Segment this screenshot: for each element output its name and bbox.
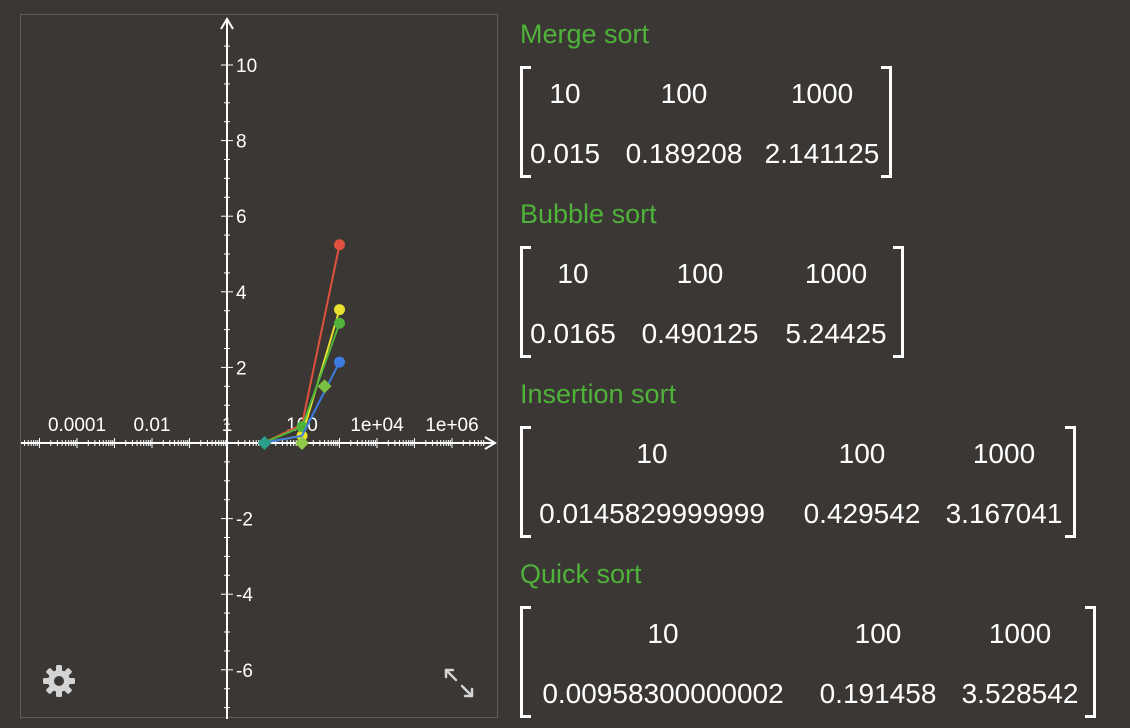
matrix-right-bracket bbox=[1065, 426, 1076, 538]
matrix-value-cell: 0.490125 bbox=[641, 318, 759, 349]
matrix-header-cell: 1000 bbox=[972, 438, 1036, 469]
y-tick-label: -4 bbox=[236, 585, 253, 606]
data-point[interactable] bbox=[334, 304, 345, 316]
y-tick-label: 8 bbox=[236, 132, 247, 153]
data-point[interactable] bbox=[334, 239, 345, 251]
y-tick-label: 10 bbox=[236, 56, 257, 77]
result-matrix: 10 100 1000 0.0165 0.490125 5.24425 bbox=[520, 246, 904, 358]
result-matrix: 10 100 1000 0.00958300000002 0.191458 3.52854… bbox=[520, 606, 1096, 718]
matrix-header-cell: 100 bbox=[854, 618, 902, 649]
sort-title: Merge sort bbox=[520, 19, 650, 49]
sort-title: Bubble sort bbox=[520, 199, 657, 229]
y-tick-label: 2 bbox=[236, 358, 247, 379]
matrix-header-cell: 100 bbox=[660, 78, 708, 109]
gear-icon bbox=[43, 665, 75, 697]
matrix-left-bracket bbox=[520, 606, 531, 718]
matrix-header-cell: 10 bbox=[549, 78, 581, 109]
settings-button[interactable] bbox=[41, 663, 77, 699]
matrix-left-bracket bbox=[520, 66, 531, 178]
expand-button[interactable] bbox=[441, 665, 477, 701]
matrix-value-cell: 0.0145829999999 bbox=[539, 498, 765, 529]
matrix-right-bracket bbox=[881, 66, 892, 178]
matrix-value-cell: 0.429542 bbox=[803, 498, 921, 529]
matrix-header-cell: 10 bbox=[557, 258, 589, 289]
data-point[interactable] bbox=[334, 356, 345, 368]
matrix-left-bracket bbox=[520, 246, 531, 358]
series-line bbox=[264, 244, 341, 444]
x-tick-label: 0.01 bbox=[134, 415, 171, 436]
matrix-header-cell: 1000 bbox=[988, 618, 1052, 649]
matrix-value-cell: 3.167041 bbox=[945, 498, 1063, 529]
matrix-left-bracket bbox=[520, 426, 531, 538]
matrix-header-cell: 1000 bbox=[804, 258, 868, 289]
matrix-header-cell: 100 bbox=[838, 438, 886, 469]
x-axis-arrow bbox=[484, 436, 497, 450]
x-tick-label: 0.0001 bbox=[48, 415, 106, 436]
y-tick-label: 6 bbox=[236, 207, 247, 228]
matrix-value-cell: 0.191458 bbox=[819, 678, 937, 709]
matrix-header-cell: 100 bbox=[676, 258, 724, 289]
matrix-right-bracket bbox=[893, 246, 904, 358]
matrix-header-cell: 10 bbox=[636, 438, 668, 469]
y-tick-label: -6 bbox=[236, 661, 253, 682]
expand-arrows-icon bbox=[444, 668, 474, 698]
diamond-point[interactable] bbox=[257, 436, 272, 450]
matrix-value-cell: 0.015 bbox=[529, 138, 601, 169]
y-tick-label: 4 bbox=[236, 283, 247, 304]
matrix-header-cell: 1000 bbox=[790, 78, 854, 109]
x-tick-label: 1e+06 bbox=[425, 415, 478, 436]
matrix-value-cell: 0.00958300000002 bbox=[542, 678, 784, 709]
y-tick-label: -2 bbox=[236, 510, 253, 531]
matrix-value-cell: 3.528542 bbox=[961, 678, 1079, 709]
result-matrix: 10 100 1000 0.015 0.189208 2.141125 bbox=[520, 66, 892, 178]
diamond-point[interactable] bbox=[317, 379, 332, 394]
matrix-value-cell: 5.24425 bbox=[785, 318, 887, 349]
x-tick-label: 1e+04 bbox=[350, 415, 404, 436]
matrix-header-cell: 10 bbox=[647, 618, 679, 649]
matrix-value-cell: 0.189208 bbox=[625, 138, 743, 169]
diamond-point[interactable] bbox=[295, 436, 309, 450]
result-matrix: 10 100 1000 0.0145829999999 0.429542 3.167041 bbox=[520, 426, 1076, 538]
data-point[interactable] bbox=[334, 317, 345, 329]
x-tick-label: 1 bbox=[222, 415, 233, 436]
matrix-value-cell: 0.0165 bbox=[530, 318, 616, 349]
matrix-value-cell: 2.141125 bbox=[764, 138, 880, 169]
sort-title: Insertion sort bbox=[520, 379, 677, 409]
matrix-right-bracket bbox=[1085, 606, 1096, 718]
y-axis-arrow bbox=[220, 17, 234, 30]
sort-title: Quick sort bbox=[520, 559, 642, 589]
